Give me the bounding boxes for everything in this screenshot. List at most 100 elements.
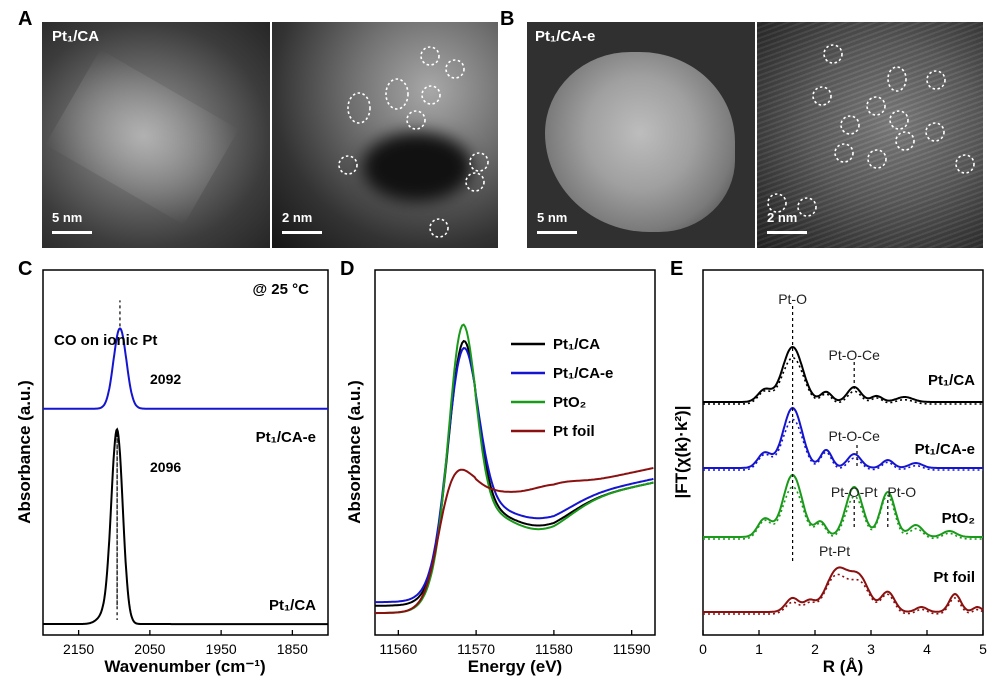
- atom-circle: [767, 193, 787, 213]
- atom-circle: [420, 46, 440, 66]
- atom-circle: [469, 152, 489, 172]
- x-tick-label: 1: [755, 641, 763, 657]
- chart-c-ylabel: Absorbance (a.u.): [15, 380, 34, 524]
- chart-c-frame: [42, 269, 329, 636]
- chart-e-ylabel: |FT(χ(k)·k²)|: [672, 406, 691, 499]
- atom-circle: [797, 197, 817, 217]
- panel-letter-c: C: [18, 258, 33, 280]
- series-line: [703, 406, 983, 469]
- chart-e-xlabel: R (Å): [823, 657, 864, 676]
- series-label: Pt₁/CA: [928, 372, 975, 389]
- scale-label-b-right: 2 nm: [767, 210, 798, 225]
- atom-circle: [385, 78, 409, 110]
- chart-c-peak-label: 2096: [150, 459, 181, 475]
- atom-circle: [834, 143, 854, 163]
- atom-circle: [445, 59, 465, 79]
- x-tick-label: 11590: [613, 641, 651, 657]
- x-tick-label: 11560: [379, 641, 417, 657]
- panel-letter-b: B: [500, 8, 515, 30]
- chart-c-xlabel: Wavenumber (cm⁻¹): [104, 657, 265, 676]
- series-line: [43, 327, 328, 410]
- micrograph-a-right: [272, 22, 498, 248]
- series-line: [703, 345, 983, 403]
- atom-circle: [926, 70, 946, 90]
- peak-annotation: Pt-O-Ce: [829, 347, 881, 363]
- atom-circle: [889, 110, 909, 130]
- series-label: PtO₂: [942, 510, 975, 527]
- atom-circle: [887, 66, 907, 92]
- atom-circle: [421, 85, 441, 105]
- x-tick-label: 1850: [277, 641, 308, 657]
- x-tick-label: 0: [699, 641, 707, 657]
- x-tick-label: 2150: [63, 641, 94, 657]
- scale-bar-a-right: [282, 231, 322, 234]
- atom-circle: [866, 96, 886, 116]
- x-tick-label: 1950: [206, 641, 237, 657]
- series-line: [703, 566, 984, 613]
- peak-annotation: Pt-O: [887, 484, 916, 500]
- panel-letter-a: A: [18, 8, 33, 30]
- legend-label: Pt₁/CA-e: [553, 365, 613, 382]
- legend-label: Pt foil: [553, 423, 595, 440]
- atom-circle: [867, 149, 887, 169]
- x-tick-label: 3: [867, 641, 875, 657]
- chart-e-frame: [702, 269, 984, 636]
- series-line: [42, 427, 328, 626]
- x-tick-label: 4: [923, 641, 931, 657]
- scale-bar-a-left: [52, 231, 92, 234]
- peak-annotation: Pt-Pt: [819, 543, 850, 559]
- series-label: Pt foil: [933, 569, 975, 586]
- fit-line: [703, 418, 983, 471]
- chart-c-peak-label: 2092: [150, 371, 181, 387]
- chart-c-co-label: CO on ionic Pt: [54, 332, 157, 349]
- fit-line: [703, 573, 984, 615]
- x-tick-label: 5: [979, 641, 987, 657]
- x-tick-label: 11580: [535, 641, 573, 657]
- legend-label: PtO₂: [553, 394, 586, 411]
- atom-circle: [823, 44, 843, 64]
- chart-d: 11560 11570 11580 11590 Pt₁/CA Pt₁/CA-e PtO₂ P…: [345, 269, 656, 676]
- micrograph-b-left: [527, 22, 755, 248]
- sample-label-b: Pt₁/CA-e: [535, 28, 596, 45]
- scale-label-b-left: 5 nm: [537, 210, 568, 225]
- atom-circle: [429, 218, 449, 238]
- scale-bar-b-right: [767, 231, 807, 234]
- atom-circle: [925, 122, 945, 142]
- chart-e: 0 1 2 3 4 5 Pt-O Pt-O-Ce Pt-O-Ce Pt-O-Pt Pt-O Pt-P…: [672, 269, 987, 676]
- series-line: [375, 323, 654, 615]
- panel-letter-d: D: [340, 258, 355, 280]
- chart-c-series-label: Pt₁/CA-e: [256, 429, 316, 446]
- scale-bar-b-left: [537, 231, 577, 234]
- atom-circle: [465, 172, 485, 192]
- x-tick-label: 2: [811, 641, 819, 657]
- series-line: [375, 347, 654, 604]
- atom-circle: [895, 131, 915, 151]
- sample-label-a: Pt₁/CA: [52, 28, 100, 45]
- atom-circle: [338, 155, 358, 175]
- panel-letter-e: E: [670, 258, 684, 280]
- scale-label-a-left: 5 nm: [52, 210, 83, 225]
- atom-circle: [840, 115, 860, 135]
- atom-circle: [347, 92, 371, 124]
- peak-annotation: Pt-O-Pt: [831, 484, 878, 500]
- fit-line: [703, 356, 983, 405]
- series-line: [703, 473, 983, 538]
- atom-circle: [812, 86, 832, 106]
- fit-line: [703, 485, 983, 540]
- chart-d-xlabel: Energy (eV): [468, 657, 562, 676]
- x-tick-label: 11570: [457, 641, 495, 657]
- atom-circle: [406, 110, 426, 130]
- chart-c-temp: @ 25 °C: [253, 281, 310, 298]
- legend-label: Pt₁/CA: [553, 336, 600, 353]
- chart-c-series-label: Pt₁/CA: [269, 597, 316, 614]
- atom-circle: [955, 154, 975, 174]
- micrograph-a-left: [42, 22, 270, 248]
- scale-label-a-right: 2 nm: [282, 210, 313, 225]
- series-label: Pt₁/CA-e: [915, 441, 975, 458]
- peak-annotation: Pt-O: [778, 291, 807, 307]
- series-line: [374, 467, 654, 615]
- peak-annotation: Pt-O-Ce: [829, 428, 881, 444]
- chart-c: 2150 2050 1950 1850 @ 25 °C CO on ionic Pt …: [15, 269, 329, 676]
- chart-d-ylabel: Absorbance (a.u.): [345, 380, 364, 524]
- micrograph-b-right: [757, 22, 983, 248]
